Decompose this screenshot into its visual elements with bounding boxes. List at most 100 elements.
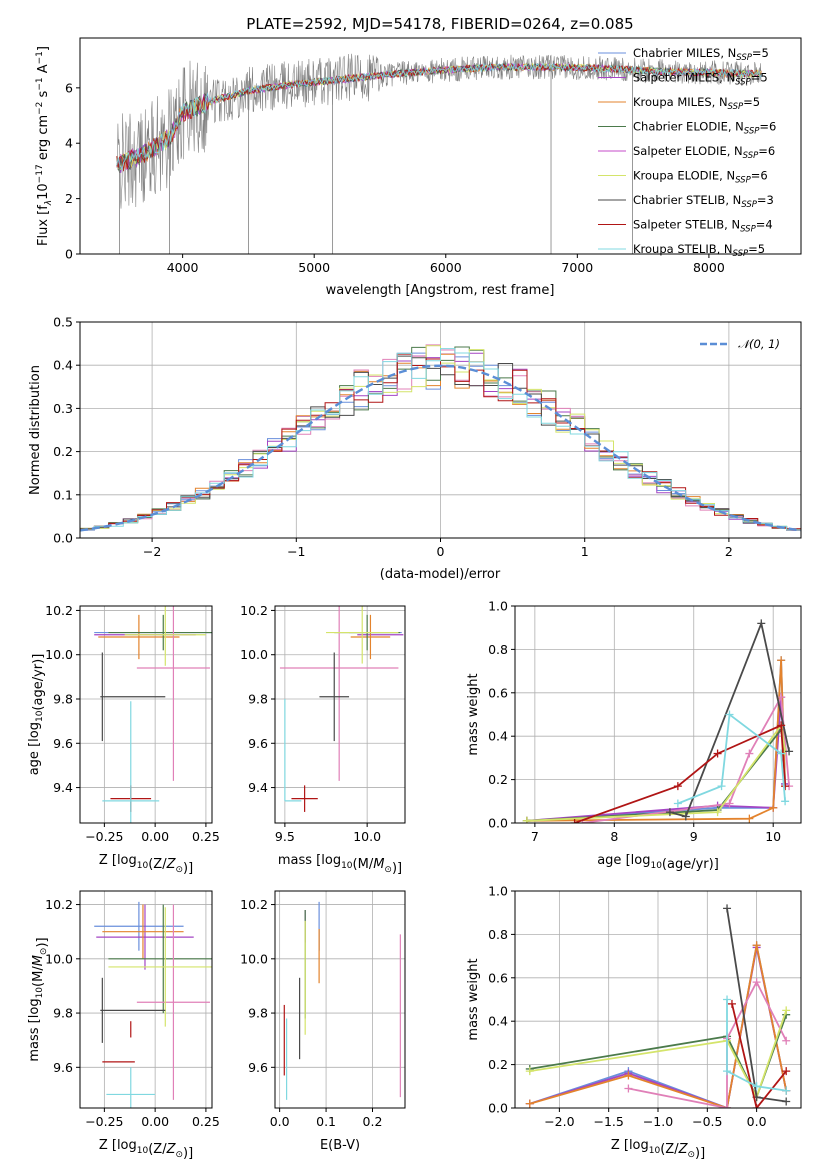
weight-marker-salpeter-stelib [727, 999, 736, 1008]
weight-marker-salpeter-elodie [752, 978, 761, 987]
weight-marker-chabrier-stelib [782, 1097, 791, 1106]
weight-marker-salpeter-elodie [782, 1036, 791, 1045]
label-part: )] [392, 861, 402, 876]
label-part: log [631, 853, 651, 868]
legend-entry: Salpeter MILES, NSSP=5 [633, 71, 768, 88]
legend-entry-value: =4 [756, 218, 773, 232]
axes-frame [79, 605, 213, 824]
plot-area [522, 619, 794, 823]
y-axis-label-part: −2 [35, 102, 45, 115]
x-tick-label: 0.0 [270, 1114, 290, 1129]
y-tick-label: 0.4 [488, 1014, 508, 1029]
label-part: Z [ [99, 1138, 117, 1153]
legend-entry-subscript: SSP [744, 127, 760, 137]
x-tick-label: −1 [287, 544, 305, 559]
label-subscript: ⊙ [687, 1150, 695, 1160]
y-tick-label: 9.8 [53, 1006, 73, 1021]
weight-marker-kroupa-stelib [777, 749, 786, 758]
x-tick-label: 4000 [167, 260, 199, 275]
label-part: )] [695, 1146, 705, 1161]
axes-frame [79, 890, 213, 1109]
y-axis-label-part: λ [44, 200, 54, 206]
legend-entry-subscript: SSP [740, 225, 756, 235]
y-axis-label: age [log10(age/yr)] [27, 654, 46, 776]
label-subscript: 10 [35, 710, 45, 722]
label-subscript: 10 [650, 861, 662, 871]
label-part: M [31, 955, 46, 966]
label-part: (age/yr)] [662, 857, 719, 872]
axes-frame [79, 37, 802, 255]
plot-area [94, 901, 212, 1108]
y-tick-label: 10.2 [240, 897, 268, 912]
weight-line-kroupa-stelib [726, 999, 787, 1092]
label-part: (Z/ [660, 1142, 679, 1157]
legend-entry-value: =5 [743, 95, 760, 109]
x-axis-label: mass [log10(M/M⊙)] [278, 853, 402, 876]
x-tick-label: 0.00 [141, 1114, 169, 1129]
x-tick-label: 0.00 [141, 829, 169, 844]
y-axis-label: Normed distribution [28, 365, 43, 495]
weight-line-salpeter-stelib [731, 1003, 787, 1108]
x-tick-label: 8 [610, 829, 618, 844]
y-tick-label: 1.0 [488, 884, 508, 899]
y-tick-label: 0.6 [488, 685, 508, 700]
legend-entry-name: Kroupa MILES, N [633, 95, 728, 109]
x-axis-label: Z [log10(Z/Z⊙)] [99, 1138, 193, 1161]
weight-marker-kroupa-stelib [673, 799, 682, 808]
legend-entry-value: =6 [751, 169, 768, 183]
label-part: log [117, 1138, 137, 1153]
x-tick-label: 7 [531, 829, 539, 844]
label-part: (Z/ [148, 1142, 167, 1157]
legend-entry-name: Chabrier ELODIE, N [633, 120, 744, 134]
x-tick-label: −1.5 [594, 1114, 624, 1129]
weight-marker-salpeter-stelib [752, 1104, 761, 1108]
weight-marker-kroupa-miles [525, 1099, 534, 1108]
model-spectrum-kroupa-stelib [116, 62, 762, 172]
y-tick-label: 0.0 [53, 531, 73, 546]
weight-marker-kroupa-elodie [522, 816, 531, 823]
legend-entry-value: =3 [757, 193, 774, 207]
weight-marker-salpeter-elodie [723, 1104, 732, 1108]
x-axis-label: (data-model)/error [380, 567, 501, 582]
y-tick-label: 10.2 [240, 603, 268, 618]
weight-marker-kroupa-stelib [717, 782, 726, 791]
legend-entry-value: =5 [751, 71, 768, 85]
y-tick-label: 10.2 [45, 897, 73, 912]
weight-marker-salpeter-stelib [570, 819, 579, 823]
weight-marker-chabrier-stelib [785, 747, 794, 756]
y-tick-label: 9.8 [53, 692, 73, 707]
y-axis-label-part: −17 [35, 164, 45, 183]
x-tick-label: 0.25 [192, 829, 220, 844]
y-tick-label: 10.0 [240, 951, 268, 966]
legend-entry: 𝒩(0, 1) [738, 337, 780, 351]
y-tick-label: 1.0 [488, 599, 508, 614]
x-tick-label: 10.0 [353, 829, 381, 844]
legend-entry-subscript: SSP [735, 176, 751, 186]
legend-entry-subscript: SSP [741, 200, 757, 210]
axes-frame [514, 605, 802, 824]
label-part: age [ [597, 853, 630, 868]
y-tick-label: 0.8 [488, 927, 508, 942]
y-tick-label: 9.8 [248, 692, 268, 707]
y-tick-label: 10.0 [45, 951, 73, 966]
weight-marker-kroupa-stelib [723, 995, 732, 1004]
label-subscript: 10 [649, 1146, 661, 1156]
y-axis-label: mass weight [466, 673, 481, 755]
y-axis-label-part: −1 [35, 51, 45, 64]
y-tick-label: 10.0 [45, 647, 73, 662]
y-axis-label-part: erg cm [36, 115, 51, 164]
label-part: (Z/ [148, 857, 167, 872]
label-subscript: 10 [341, 861, 353, 871]
label-part: log [27, 998, 42, 1018]
y-axis-label: Flux [fλ10−17 erg cm−2 s−1 A−1] [35, 46, 54, 246]
weight-line-kroupa-elodie [529, 1010, 788, 1100]
weight-marker-kroupa-miles [769, 803, 778, 812]
legend-entry: Kroupa ELODIE, NSSP=6 [633, 169, 768, 186]
weight-marker-salpeter-elodie [777, 693, 786, 702]
mass-vs-metallicity-panel: −0.25 0.00 0.259.69.810.010.2Z [log10(Z/Z⊙… [27, 890, 220, 1161]
x-tick-label: −0.5 [692, 1114, 722, 1129]
label-part: Z [166, 1142, 177, 1157]
